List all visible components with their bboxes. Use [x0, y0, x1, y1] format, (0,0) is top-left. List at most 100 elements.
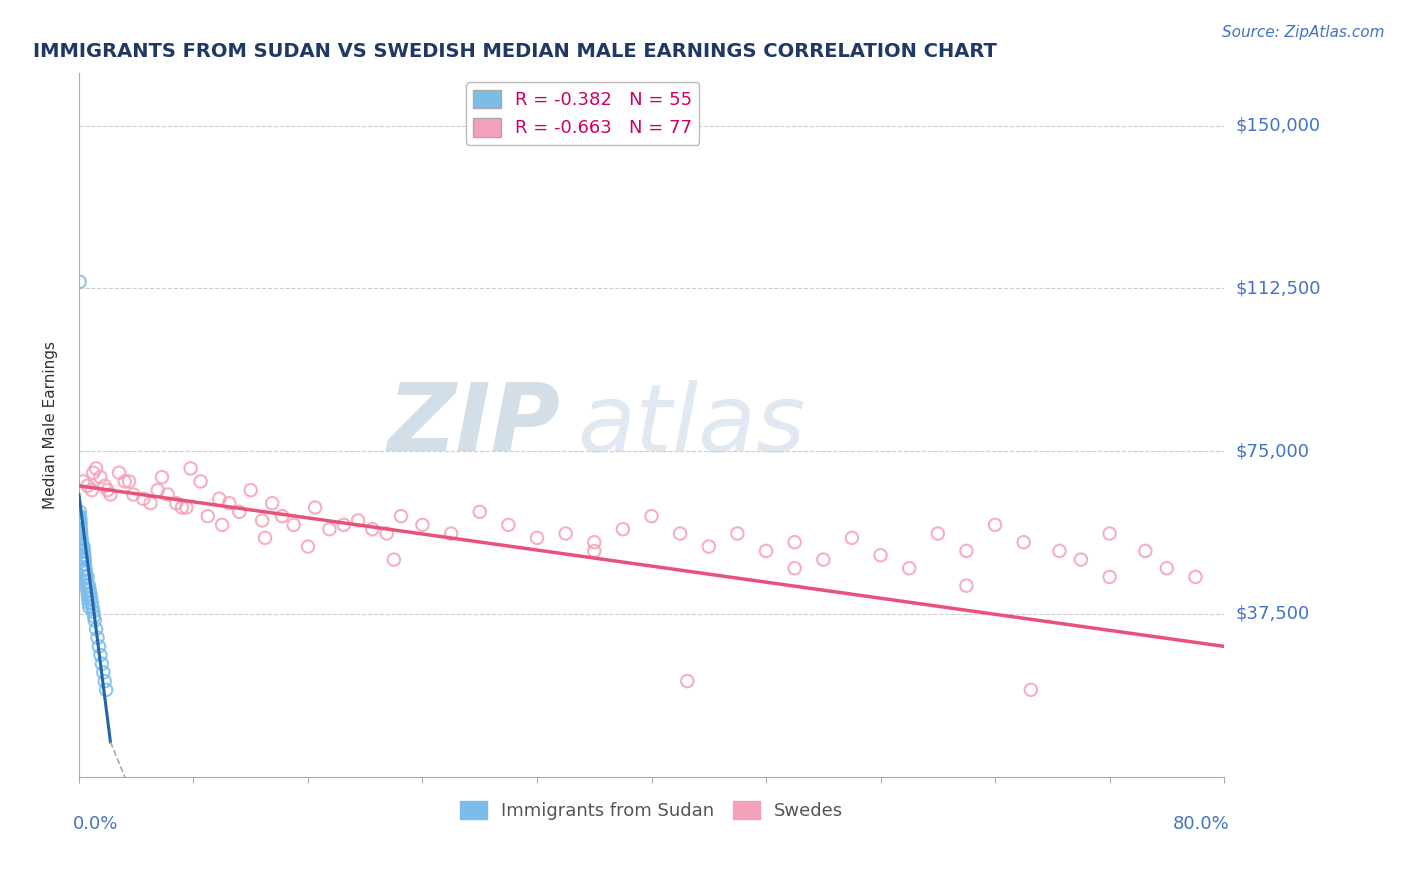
Point: [1049, 544, 1071, 558]
Point: [114, 475, 136, 489]
Point: [498, 517, 520, 532]
Point: [77, 579, 100, 593]
Point: [73, 564, 96, 578]
Point: [93, 674, 115, 689]
Point: [1070, 552, 1092, 566]
Point: [91, 665, 114, 680]
Point: [755, 544, 778, 558]
Point: [583, 535, 606, 549]
Point: [77, 600, 100, 615]
Point: [80, 596, 103, 610]
Point: [69, 505, 91, 519]
Point: [170, 500, 193, 515]
Point: [76, 582, 98, 597]
Point: [73, 544, 96, 558]
Point: [93, 479, 115, 493]
Point: [122, 487, 145, 501]
Point: [70, 537, 93, 551]
Point: [239, 483, 262, 497]
Point: [80, 591, 103, 606]
Point: [347, 514, 370, 528]
Point: [70, 533, 93, 547]
Point: [411, 517, 433, 532]
Point: [72, 540, 94, 554]
Point: [108, 466, 131, 480]
Point: [228, 505, 250, 519]
Point: [76, 479, 98, 493]
Point: [72, 544, 94, 558]
Point: [676, 674, 699, 689]
Point: [69, 514, 91, 528]
Point: [697, 540, 720, 554]
Point: [69, 275, 91, 289]
Point: [271, 509, 294, 524]
Point: [869, 548, 891, 562]
Point: [955, 544, 977, 558]
Point: [139, 496, 162, 510]
Point: [176, 500, 198, 515]
Point: [75, 570, 97, 584]
Point: [75, 574, 97, 589]
Point: [84, 461, 107, 475]
Point: [94, 682, 117, 697]
Point: [82, 600, 104, 615]
Text: $37,500: $37,500: [1236, 605, 1309, 623]
Point: [1098, 526, 1121, 541]
Point: [190, 475, 212, 489]
Point: [72, 552, 94, 566]
Point: [97, 483, 120, 497]
Point: [73, 552, 96, 566]
Point: [813, 552, 835, 566]
Point: [318, 522, 340, 536]
Point: [332, 517, 354, 532]
Point: [180, 461, 202, 475]
Point: [640, 509, 662, 524]
Point: [100, 487, 122, 501]
Point: [1019, 682, 1042, 697]
Point: [70, 526, 93, 541]
Point: [440, 526, 463, 541]
Point: [389, 509, 412, 524]
Point: [70, 535, 93, 549]
Point: [77, 596, 100, 610]
Legend: Immigrants from Sudan, Swedes: Immigrants from Sudan, Swedes: [453, 794, 851, 828]
Point: [927, 526, 949, 541]
Point: [297, 540, 319, 554]
Text: $75,000: $75,000: [1236, 442, 1309, 460]
Point: [468, 505, 491, 519]
Text: Source: ZipAtlas.com: Source: ZipAtlas.com: [1222, 25, 1385, 40]
Point: [612, 522, 634, 536]
Point: [84, 622, 107, 636]
Point: [382, 552, 405, 566]
Text: 80.0%: 80.0%: [1173, 815, 1230, 833]
Point: [783, 561, 806, 575]
Point: [146, 483, 169, 497]
Y-axis label: Median Male Earnings: Median Male Earnings: [44, 341, 58, 509]
Point: [165, 496, 187, 510]
Point: [69, 509, 91, 524]
Point: [75, 561, 97, 575]
Point: [156, 487, 179, 501]
Point: [76, 570, 98, 584]
Point: [211, 517, 233, 532]
Point: [75, 566, 97, 580]
Point: [83, 613, 105, 627]
Point: [76, 579, 98, 593]
Point: [75, 570, 97, 584]
Point: [72, 550, 94, 565]
Point: [254, 531, 277, 545]
Point: [70, 524, 93, 539]
Point: [132, 491, 155, 506]
Point: [83, 609, 105, 624]
Point: [69, 522, 91, 536]
Point: [218, 496, 240, 510]
Point: [208, 491, 231, 506]
Point: [250, 514, 273, 528]
Point: [197, 509, 219, 524]
Point: [70, 531, 93, 545]
Point: [1098, 570, 1121, 584]
Point: [304, 500, 326, 515]
Point: [90, 657, 112, 671]
Text: atlas: atlas: [576, 379, 806, 470]
Point: [80, 483, 103, 497]
